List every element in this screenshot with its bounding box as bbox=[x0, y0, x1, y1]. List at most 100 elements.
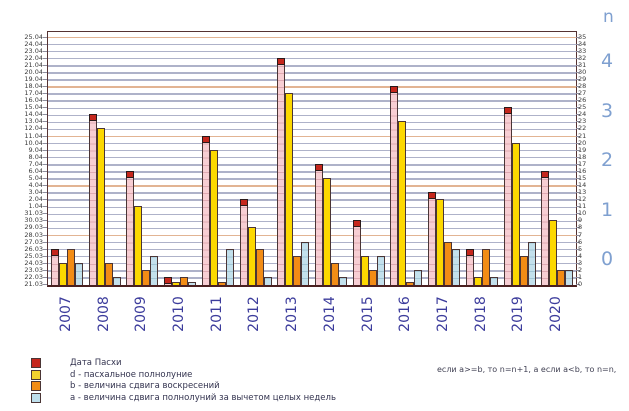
gridline-week bbox=[48, 185, 576, 187]
moon-shift-bar bbox=[188, 282, 197, 285]
y-axis-tick-left bbox=[43, 71, 47, 73]
full-moon-bar bbox=[209, 149, 218, 285]
easter-date-bar bbox=[51, 248, 59, 285]
gridline bbox=[48, 93, 576, 95]
y-axis-tick-left bbox=[43, 57, 47, 59]
number-axis-label: 11 bbox=[578, 202, 587, 211]
y-axis-tick-right bbox=[576, 177, 580, 179]
number-axis-label: 8 bbox=[578, 223, 583, 232]
date-axis-label: 22.04 bbox=[24, 53, 43, 62]
number-axis-label: 15 bbox=[578, 173, 587, 182]
sunday-shift-bar bbox=[519, 255, 528, 285]
moon-shift-bar bbox=[75, 262, 83, 285]
easter-date-cap bbox=[541, 170, 550, 178]
date-axis-label: 19.04 bbox=[24, 74, 43, 83]
date-axis-label: 14.04 bbox=[24, 110, 43, 119]
full-moon-bar bbox=[134, 206, 143, 285]
legend-item: a - величина сдвига полнолуний за вычето… bbox=[31, 393, 591, 404]
number-axis-label: 30 bbox=[578, 67, 587, 76]
y-axis-tick-left bbox=[43, 248, 47, 250]
legend-item-label: a - величина сдвига полнолуний за вычето… bbox=[70, 393, 336, 404]
plot-area bbox=[47, 31, 577, 287]
number-axis-label: 4 bbox=[578, 251, 583, 260]
y-axis-tick-left bbox=[43, 234, 47, 236]
formula-annotation: если a>=b, то n=n+1, а если a<b, то n=n, bbox=[437, 365, 617, 374]
gridline bbox=[48, 270, 576, 272]
easter-date-cap bbox=[315, 163, 323, 171]
y-axis-tick-left bbox=[43, 269, 47, 271]
gridline bbox=[48, 58, 576, 60]
easter-date-bar bbox=[315, 163, 323, 285]
full-moon-bar bbox=[96, 128, 105, 285]
easter-date-bar bbox=[390, 86, 399, 285]
y-axis-tick-right bbox=[576, 100, 580, 102]
y-axis-tick-left bbox=[43, 100, 47, 102]
legend-item-label: d - пасхальное полнолуние bbox=[70, 369, 193, 380]
y-axis-tick-right bbox=[576, 86, 580, 88]
easter-date-cap bbox=[465, 248, 474, 256]
gridline bbox=[48, 142, 576, 145]
gridline bbox=[48, 50, 576, 53]
date-axis-label: 10.04 bbox=[24, 138, 43, 147]
n-band-number: 2 bbox=[601, 149, 614, 172]
date-axis-label: 24.04 bbox=[24, 39, 43, 48]
number-axis-label: 12 bbox=[578, 195, 587, 204]
y-axis-tick-right bbox=[576, 156, 580, 158]
moon-shift-bar bbox=[452, 248, 461, 285]
date-axis-label: 29.03 bbox=[24, 223, 43, 232]
full-moon-bar bbox=[398, 121, 407, 285]
y-axis-tick-right bbox=[576, 284, 580, 285]
moon-shift-bar bbox=[414, 269, 423, 285]
sunday-shift-bar bbox=[444, 241, 453, 285]
number-axis-label: 1 bbox=[578, 272, 583, 281]
n-band-number: 3 bbox=[601, 99, 614, 122]
date-axis-label: 26.03 bbox=[24, 244, 43, 253]
gridline bbox=[48, 65, 576, 67]
number-axis-label: 32 bbox=[578, 53, 587, 62]
y-axis-tick-left bbox=[43, 227, 47, 229]
date-axis-label: 5.04 bbox=[28, 173, 43, 182]
gridline bbox=[48, 248, 576, 251]
y-axis-tick-right bbox=[576, 57, 580, 59]
y-axis-tick-right bbox=[576, 149, 580, 151]
easter-date-bar bbox=[428, 192, 437, 285]
y-axis-tick-right bbox=[576, 163, 580, 165]
n-axis-title: n bbox=[603, 7, 614, 27]
easter-date-bar bbox=[201, 135, 210, 285]
date-axis-label: 18.04 bbox=[24, 82, 43, 91]
easter-date-bar bbox=[126, 170, 135, 285]
date-axis-label: 28.03 bbox=[24, 230, 43, 239]
gridline-week bbox=[48, 135, 576, 138]
date-axis-label: 23.03 bbox=[24, 265, 43, 274]
y-axis-tick-left bbox=[43, 177, 47, 179]
date-axis-label: 9.04 bbox=[28, 145, 43, 154]
sunday-shift-bar bbox=[104, 262, 113, 285]
number-axis-label: 34 bbox=[578, 39, 587, 48]
legend-item-label: Дата Пасхи bbox=[70, 358, 122, 368]
y-axis-tick-left bbox=[43, 86, 47, 88]
legend-item: Дата Пасхи bbox=[31, 358, 591, 369]
legend-swatch-icon bbox=[31, 381, 41, 392]
gridline-week bbox=[48, 234, 576, 237]
date-axis-label: 30.03 bbox=[24, 216, 43, 225]
number-axis-label: 20 bbox=[578, 138, 587, 147]
y-axis-tick-left bbox=[43, 206, 47, 208]
date-axis-label: 23.04 bbox=[24, 46, 43, 55]
number-axis-label: 2 bbox=[578, 265, 583, 274]
easter-date-bar bbox=[352, 220, 361, 285]
gridline bbox=[48, 157, 576, 159]
number-axis-label: 5 bbox=[578, 244, 583, 253]
sunday-shift-bar bbox=[331, 262, 339, 285]
n-band-number: 0 bbox=[601, 248, 614, 271]
y-axis-tick-right bbox=[576, 185, 580, 187]
y-axis-tick-left bbox=[43, 121, 47, 123]
number-axis-label: 13 bbox=[578, 188, 587, 197]
gridline bbox=[48, 206, 576, 208]
year-label: 2008 bbox=[95, 296, 112, 332]
y-axis-tick-left bbox=[43, 64, 47, 66]
y-axis-tick-right bbox=[576, 93, 580, 95]
number-axis-label: 27 bbox=[578, 89, 587, 98]
easter-date-cap bbox=[164, 276, 173, 284]
moon-shift-bar bbox=[301, 241, 310, 285]
easter-date-cap bbox=[126, 170, 135, 178]
